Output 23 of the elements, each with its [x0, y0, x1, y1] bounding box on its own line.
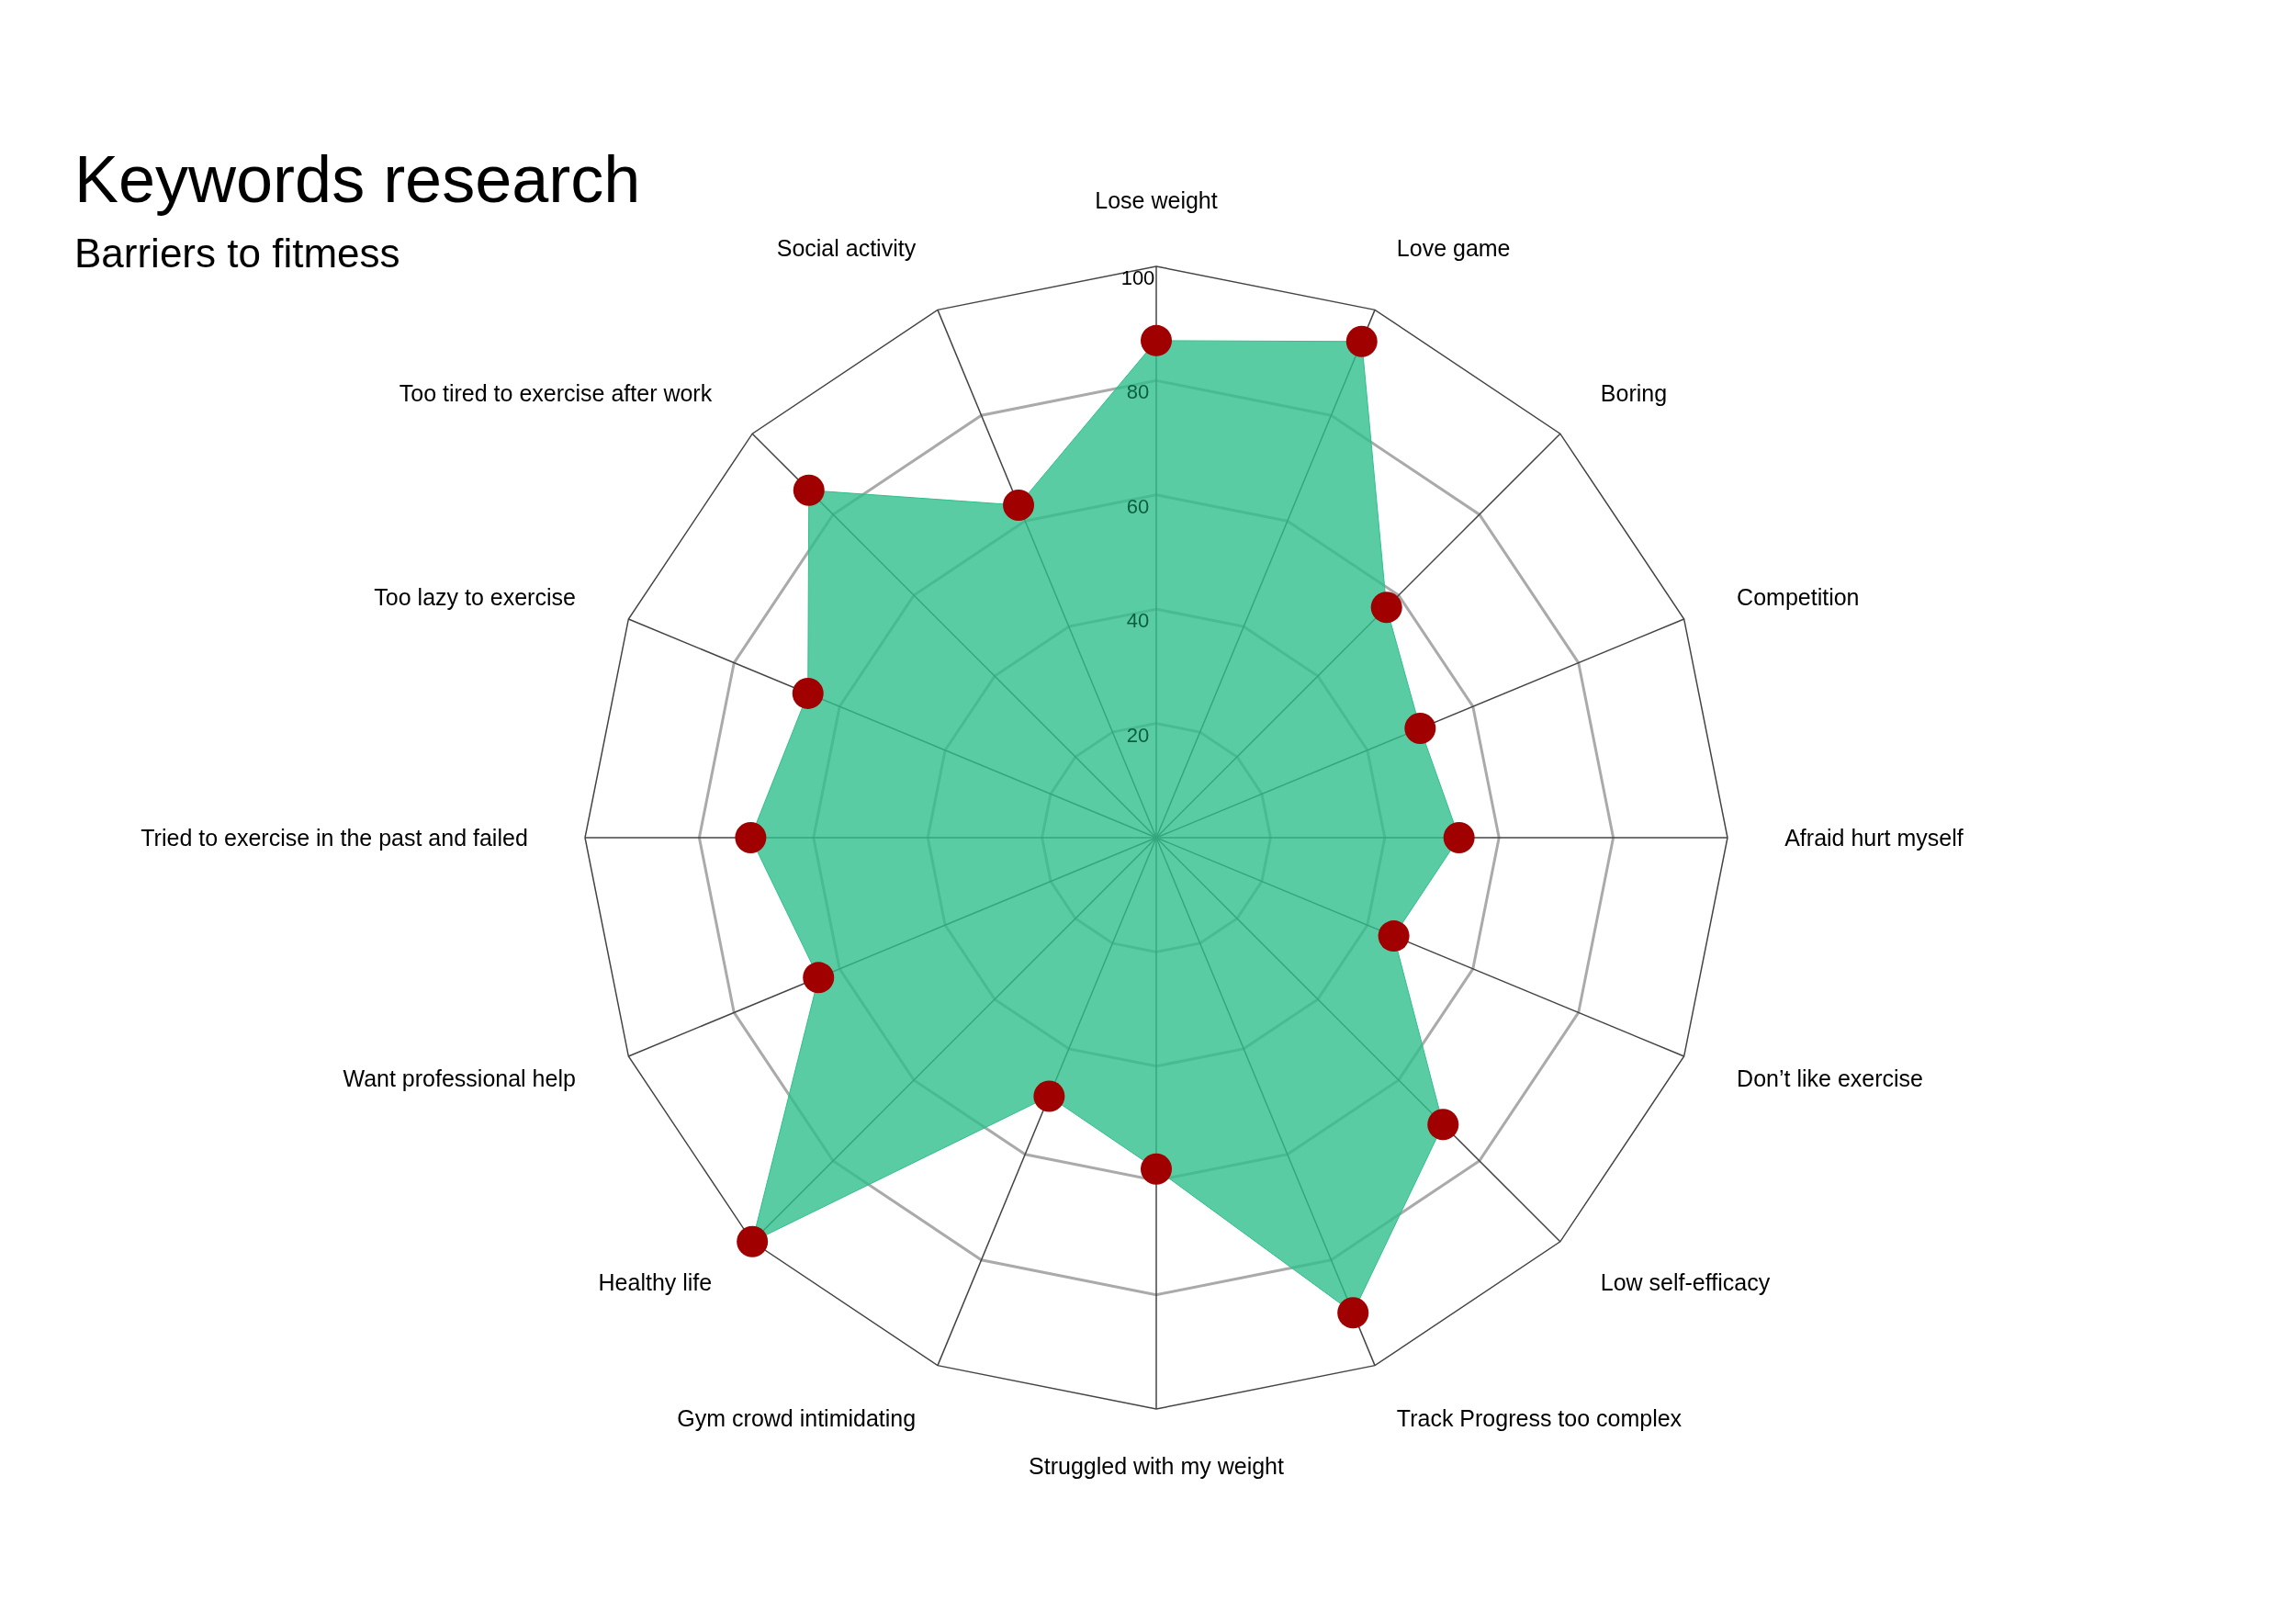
spoke-label: Struggled with my weight [1029, 1453, 1285, 1480]
spoke-label: Track Progress too complex [1396, 1405, 1683, 1432]
spoke-label: Tried to exercise in the past and failed [141, 825, 528, 851]
spoke-label: Love game [1396, 234, 1511, 261]
spoke-label: Healthy life [598, 1268, 713, 1295]
y-tick-label: 80 [1126, 380, 1150, 404]
y-tick-label: 60 [1126, 494, 1150, 518]
text: Barriers to fitmess [74, 231, 400, 276]
spoke-label: Lose weight [1095, 186, 1218, 213]
spoke-label: Low self-efficacy [1600, 1268, 1771, 1295]
spoke-label: Don’t like exercise [1737, 1065, 1923, 1091]
y-tick-label: 100 [1120, 266, 1155, 289]
spoke-label: Gym crowd intimidating [677, 1405, 917, 1432]
spoke-label: Afraid hurt myself [1784, 825, 1964, 851]
spoke-label: Boring [1600, 380, 1668, 407]
spoke-label: Too tired to exercise after work [399, 380, 713, 407]
spoke-label: Want professional help [343, 1065, 576, 1091]
spoke-label: Too lazy to exercise [374, 584, 576, 611]
chart-title: Keywords research [74, 142, 641, 216]
y-tick-label: 20 [1126, 723, 1150, 747]
spoke-label: Social activity [776, 234, 917, 261]
spoke-label: Competition [1737, 584, 1860, 611]
y-tick-label: 40 [1126, 609, 1150, 633]
